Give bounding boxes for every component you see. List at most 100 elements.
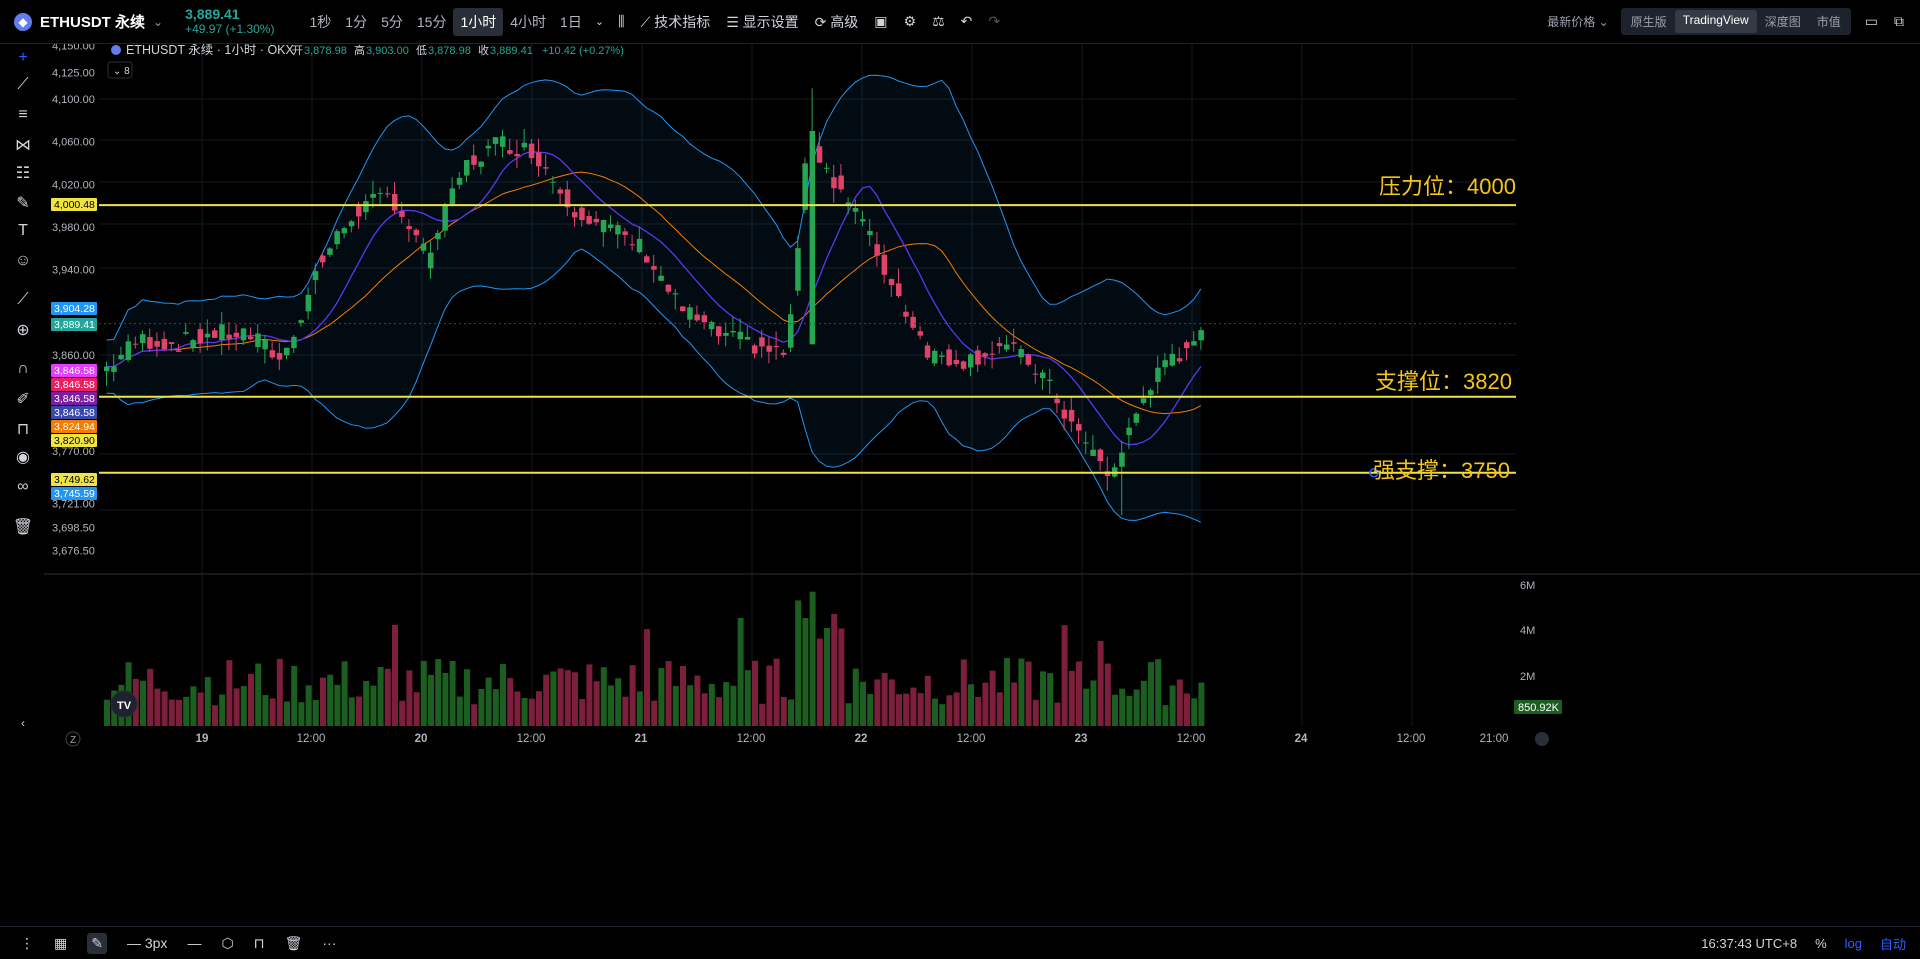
- legend-title: ETHUSDT 永续 · 1小时 · OKX: [126, 44, 295, 57]
- price-axis-label: 4,060.00: [52, 137, 95, 149]
- view-市值[interactable]: 市值: [1816, 15, 1841, 29]
- text-icon[interactable]: T: [18, 222, 28, 239]
- eye-icon[interactable]: ◉: [16, 449, 30, 466]
- indicators-button[interactable]: ⟋ 技术指标: [640, 13, 711, 30]
- volume-bar: [996, 692, 1003, 726]
- view-TradingView[interactable]: TradingView: [1674, 10, 1757, 33]
- time-axis-label: 12:00: [737, 733, 766, 745]
- undo-icon[interactable]: ↶: [960, 13, 973, 29]
- candle-body: [744, 336, 751, 340]
- trash-icon[interactable]: 🗑: [12, 519, 34, 536]
- advanced-button[interactable]: ⟳ 高级: [814, 13, 859, 30]
- candle-body: [183, 332, 189, 334]
- pen-icon[interactable]: ✎: [87, 932, 107, 954]
- bollinger-bands: [106, 74, 1202, 523]
- price-axis: 4,150.00 4,125.00 4,100.00 4,060.00 4,020.00…: [52, 44, 95, 558]
- candle-body: [464, 160, 470, 176]
- volume-bar: [917, 693, 924, 726]
- last-price: 3,889.41: [185, 5, 240, 22]
- volume-bar: [161, 691, 168, 726]
- fib-icon[interactable]: ☷: [15, 165, 31, 182]
- volume-bar: [824, 627, 830, 726]
- volume-bar: [399, 700, 406, 726]
- emoji-icon[interactable]: ☺: [14, 252, 32, 269]
- delete-icon[interactable]: 🗑: [284, 934, 303, 951]
- timeframe-15分[interactable]: 15分: [416, 13, 447, 30]
- more-icon[interactable]: ···: [322, 935, 337, 951]
- gear-icon[interactable]: ⚙: [903, 13, 917, 29]
- collapse-arrow-icon[interactable]: ‹: [21, 716, 25, 730]
- volume-bar: [572, 672, 578, 726]
- timeframe-5分[interactable]: 5分: [381, 13, 403, 30]
- price-chart[interactable]: 4,150.00 4,125.00 4,100.00 4,060.00 4,020.00…: [44, 44, 1920, 926]
- timeframe-1小时[interactable]: 1小时: [453, 7, 504, 36]
- candle-body: [816, 146, 823, 163]
- view-原生版[interactable]: 原生版: [1630, 15, 1667, 29]
- volume-bar: [780, 696, 787, 726]
- volume-bar: [744, 670, 751, 726]
- trendline-icon[interactable]: ⟋: [17, 76, 29, 93]
- layout-icon[interactable]: ▦: [54, 934, 68, 951]
- support-resistance-lines[interactable]: [99, 204, 1516, 478]
- unlock-icon[interactable]: ⊓: [253, 934, 265, 951]
- candle-body: [975, 350, 981, 365]
- volume-bar: [449, 660, 456, 726]
- volume-bar: [291, 665, 298, 726]
- strong-support-label: 强支撑：3750: [1373, 458, 1510, 483]
- z-label: Z: [70, 735, 76, 746]
- timeframe-chevron-icon[interactable]: ⌄: [594, 16, 605, 28]
- volume-bar: [1083, 688, 1090, 726]
- timeframe-4小时[interactable]: 4小时: [510, 13, 547, 30]
- timeframe-1分[interactable]: 1分: [345, 13, 368, 30]
- percent-toggle[interactable]: %: [1815, 935, 1827, 951]
- candle-body: [579, 207, 585, 221]
- drag-handle-icon[interactable]: ⋮: [20, 934, 34, 951]
- zoom-in-icon[interactable]: ⊕: [16, 322, 30, 339]
- volume-bar: [723, 682, 730, 726]
- annotations[interactable]: 压力位：4000 支撑位：3820 强支撑：3750: [1373, 174, 1516, 483]
- candle-body: [248, 336, 254, 340]
- compare-icon[interactable]: ⚖: [932, 13, 945, 29]
- ruler-icon[interactable]: ⟋: [17, 291, 29, 308]
- advanced-label: 高级: [830, 13, 859, 30]
- candle-body: [809, 131, 816, 345]
- crosshair-icon[interactable]: +: [18, 49, 28, 66]
- log-toggle[interactable]: log: [1844, 935, 1862, 951]
- lock-drawing-icon[interactable]: ✐: [16, 391, 30, 408]
- volume-bar: [636, 691, 643, 726]
- volume-bar: [867, 693, 874, 726]
- timeframe-1秒[interactable]: 1秒: [309, 13, 332, 30]
- timeframe-1日[interactable]: 1日: [560, 13, 582, 30]
- candle-body: [140, 334, 146, 344]
- symbol-selector[interactable]: ◆ ETHUSDT 永续 ⌄: [14, 11, 163, 32]
- latest-price-selector[interactable]: 最新价格 ⌄: [1547, 15, 1609, 29]
- brush-icon[interactable]: ✎: [16, 195, 30, 212]
- volume-bar: [1104, 663, 1111, 726]
- pattern-icon[interactable]: ⋈: [15, 137, 31, 154]
- magnet-icon[interactable]: ∩: [17, 360, 29, 377]
- horizontal-lines-icon[interactable]: ≡: [18, 106, 28, 123]
- candle-body: [924, 345, 931, 358]
- volume-bar: [651, 700, 658, 726]
- window-icon[interactable]: ⧉: [1894, 13, 1904, 29]
- volume-bar: [550, 671, 557, 726]
- display-settings-button[interactable]: ☰ 显示设置: [726, 13, 799, 30]
- candle-body: [867, 230, 873, 236]
- chevron-down-icon[interactable]: ⌄: [153, 14, 164, 29]
- candle-type-icon[interactable]: ⫼: [618, 13, 625, 29]
- screenshot-icon[interactable]: ▣: [874, 13, 888, 29]
- stroke-width[interactable]: — 3px: [126, 935, 168, 951]
- redo-icon[interactable]: ↷: [988, 13, 1001, 29]
- volume-bar: [1198, 682, 1205, 726]
- auto-toggle[interactable]: 自动: [1879, 936, 1906, 952]
- price-axis-label: 4,150.00: [52, 44, 95, 53]
- candle-body: [586, 216, 592, 224]
- view-深度图[interactable]: 深度图: [1764, 15, 1801, 29]
- price-tag: [51, 392, 97, 405]
- fullscreen-icon[interactable]: ▭: [1864, 13, 1878, 29]
- link-icon[interactable]: ∞: [17, 478, 29, 495]
- hexagon-icon[interactable]: ⬡: [221, 934, 234, 951]
- line-style-icon[interactable]: —: [187, 935, 202, 951]
- symbol-name: ETHUSDT 永续: [40, 14, 146, 31]
- lock-icon[interactable]: ⊓: [16, 421, 30, 438]
